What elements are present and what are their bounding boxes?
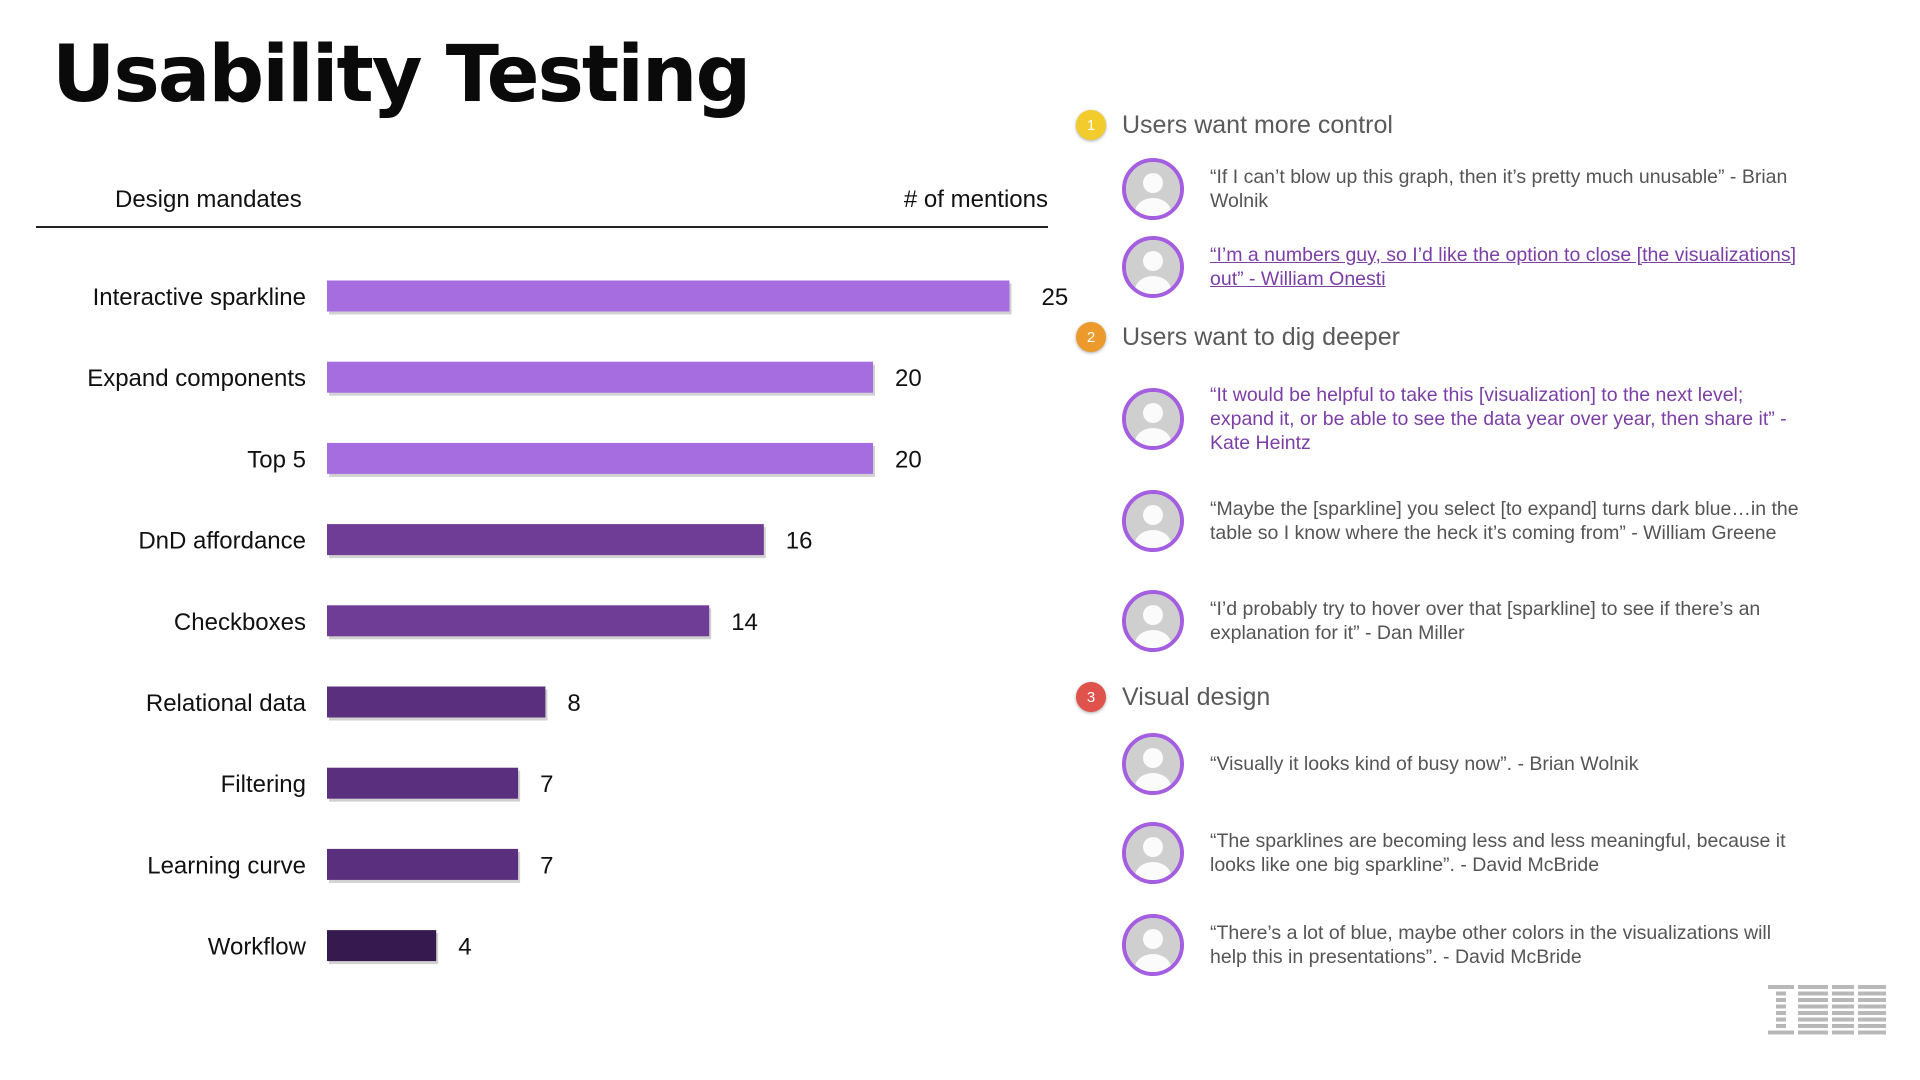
bar-value-label: 14 <box>731 609 758 636</box>
bar-value-label: 20 <box>895 446 922 473</box>
logo-stripe <box>1798 985 1828 989</box>
logo-stripe <box>1858 1011 1886 1015</box>
category-label: Expand components <box>87 365 306 392</box>
logo-stripe <box>1798 1004 1828 1009</box>
logo-stripe <box>1776 1011 1786 1015</box>
bar-value-label: 4 <box>458 934 471 961</box>
bar <box>327 686 546 718</box>
logo-stripe <box>1858 985 1886 989</box>
logo-stripe <box>1858 991 1886 996</box>
bar <box>327 442 873 474</box>
quote-text: “There’s a lot of blue, maybe other colo… <box>1210 922 1772 968</box>
logo-stripe <box>1798 1011 1828 1015</box>
quote-item: “Maybe the [sparkline] you select [to ex… <box>1122 490 1800 552</box>
bar <box>327 361 873 393</box>
section-2-header: 2 Users want to dig deeper <box>1076 322 1400 352</box>
category-label: Learning curve <box>147 852 306 879</box>
quote-item: “I’m a numbers guy, so I’d like the opti… <box>1122 236 1800 298</box>
design-mandates-header: Design mandates <box>115 186 302 213</box>
quote-item: “If I can’t blow up this graph, then it’… <box>1122 158 1800 220</box>
section-1-title: Users want more control <box>1122 110 1393 139</box>
quote-item: “I’d probably try to hover over that [sp… <box>1122 590 1800 652</box>
quote-item: “There’s a lot of blue, maybe other colo… <box>1122 914 1800 976</box>
category-label: Workflow <box>208 934 307 961</box>
quote-text: “It would be helpful to take this [visua… <box>1210 384 1787 454</box>
logo-stripe <box>1858 1030 1886 1035</box>
section-2-title: Users want to dig deeper <box>1122 322 1400 351</box>
quote-item: “The sparklines are becoming less and le… <box>1122 822 1800 884</box>
logo-stripe <box>1776 1017 1786 1022</box>
section-3-badge: 3 <box>1076 682 1106 712</box>
logo-stripe <box>1776 998 1786 1002</box>
logo-stripe <box>1858 1004 1886 1009</box>
logo-stripe <box>1832 991 1854 996</box>
category-label: Relational data <box>146 690 307 717</box>
bar <box>327 280 1010 312</box>
bar-value-label: 8 <box>567 690 580 717</box>
logo-stripe <box>1768 1030 1794 1035</box>
logo-stripe <box>1832 985 1854 989</box>
section-2-badge: 2 <box>1076 322 1106 352</box>
quote-item: “Visually it looks kind of busy now”. - … <box>1122 733 1800 795</box>
section-1-badge: 1 <box>1076 110 1106 140</box>
logo-stripe <box>1798 1017 1828 1022</box>
avatar-kate-heintz <box>1122 388 1184 450</box>
ibm-logo <box>1768 985 1886 1035</box>
logo-stripe <box>1832 1017 1854 1022</box>
quote-text: “Maybe the [sparkline] you select [to ex… <box>1210 498 1799 544</box>
logo-stripe <box>1768 985 1794 989</box>
logo-stripe <box>1858 1024 1886 1028</box>
logo-stripe <box>1832 1011 1854 1015</box>
category-label: Checkboxes <box>174 609 306 636</box>
logo-stripe <box>1858 1017 1886 1022</box>
logo-stripe <box>1798 998 1828 1002</box>
category-label: DnD affordance <box>138 528 306 555</box>
logo-stripe <box>1798 1030 1828 1035</box>
bar-value-label: 7 <box>540 771 553 798</box>
logo-stripe <box>1832 1004 1854 1009</box>
bar <box>327 848 519 880</box>
logo-stripe <box>1832 1030 1854 1035</box>
bar <box>327 605 710 637</box>
page-title: Usability Testing <box>52 30 751 120</box>
section-3-title: Visual design <box>1122 682 1271 711</box>
bar-value-label: 25 <box>1042 284 1069 311</box>
section-3-header: 3 Visual design <box>1076 682 1270 712</box>
category-label: Interactive sparkline <box>93 284 306 311</box>
avatar-david-mcbride <box>1122 822 1184 884</box>
mentions-header: # of mentions <box>903 186 1048 213</box>
bar <box>327 524 764 556</box>
logo-stripe <box>1832 998 1854 1002</box>
quote-link[interactable]: “I’m a numbers guy, so I’d like the opti… <box>1210 244 1797 290</box>
logo-stripe <box>1776 1004 1786 1009</box>
logo-stripe <box>1798 991 1828 996</box>
mentions-bar-chart: Interactive sparkline 25 Expand components… <box>87 280 1069 965</box>
category-label: Top 5 <box>247 446 306 473</box>
bar-value-label: 20 <box>895 365 922 392</box>
category-label: Filtering <box>221 771 306 798</box>
logo-stripe <box>1776 991 1786 996</box>
bar <box>327 930 437 962</box>
avatar-william-onesti <box>1122 236 1184 298</box>
bar <box>327 767 519 799</box>
avatar-dan-miller <box>1122 590 1184 652</box>
section-1-header: 1 Users want more control <box>1076 110 1393 140</box>
quote-text: “Visually it looks kind of busy now”. - … <box>1210 753 1639 775</box>
quote-item: “It would be helpful to take this [visua… <box>1122 383 1800 455</box>
logo-stripe <box>1832 1024 1854 1028</box>
avatar-brian-wolnik <box>1122 158 1184 220</box>
logo-stripe <box>1776 1024 1786 1028</box>
avatar-william-greene <box>1122 490 1184 552</box>
quote-text: “The sparklines are becoming less and le… <box>1210 830 1786 876</box>
avatar-brian-wolnik <box>1122 733 1184 795</box>
quote-text: “If I can’t blow up this graph, then it’… <box>1210 166 1788 212</box>
header-divider <box>36 226 1048 228</box>
quote-text: “I’d probably try to hover over that [sp… <box>1210 598 1761 644</box>
bar-value-label: 16 <box>786 528 813 555</box>
logo-stripe <box>1798 1024 1828 1028</box>
logo-stripe <box>1858 998 1886 1002</box>
avatar-david-mcbride <box>1122 914 1184 976</box>
bar-value-label: 7 <box>540 852 553 879</box>
